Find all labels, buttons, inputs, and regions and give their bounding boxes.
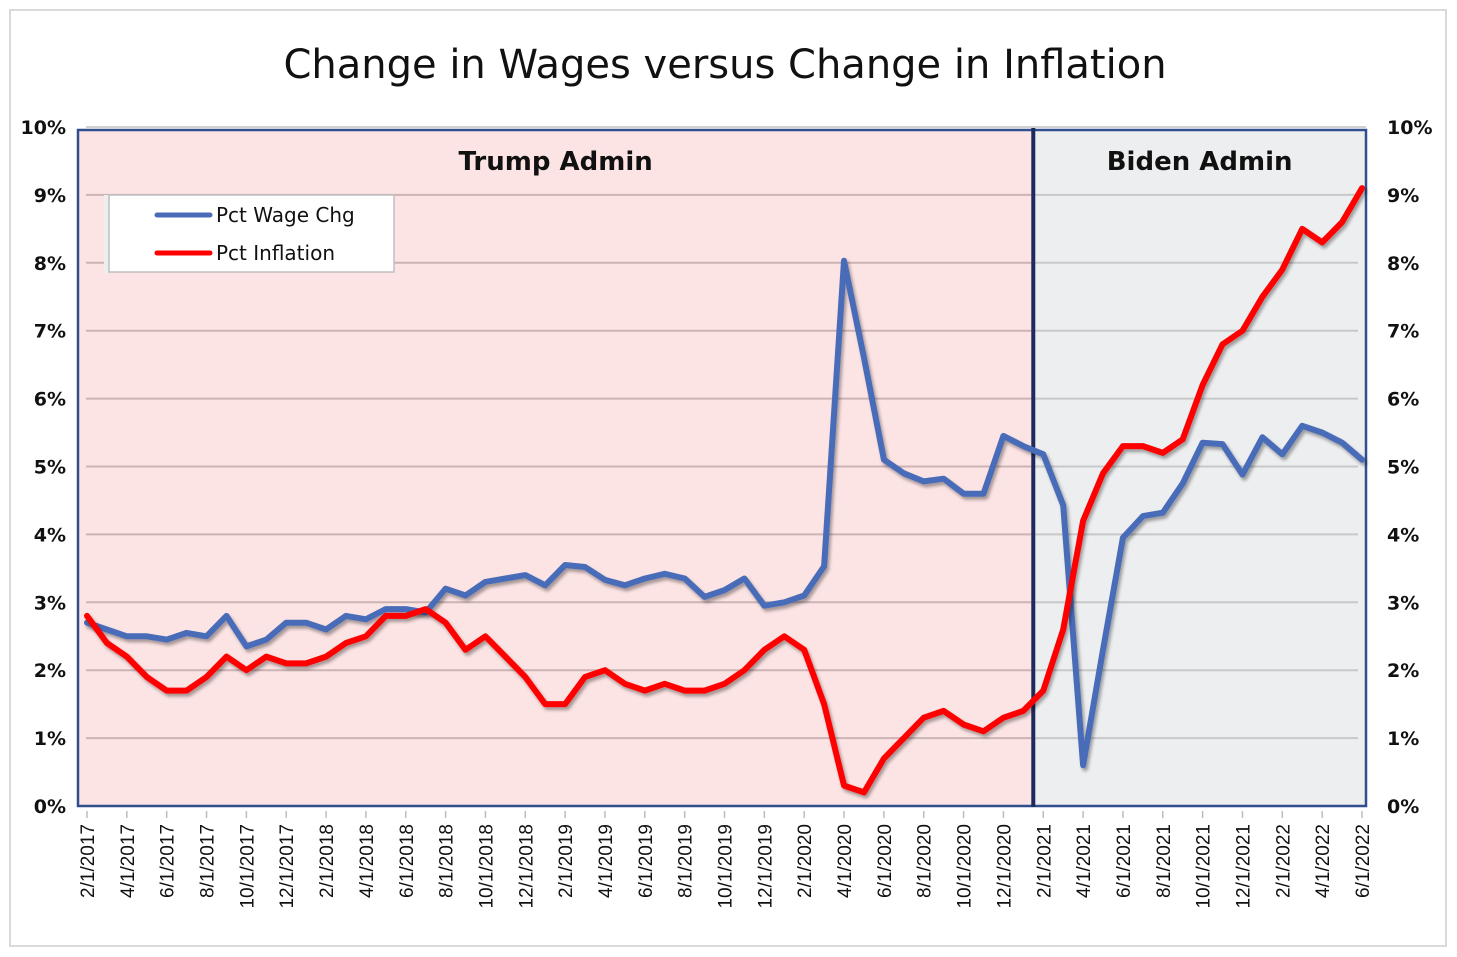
x-tick-label: 2/1/2019	[556, 824, 577, 898]
x-tick-label: 10/1/2018	[476, 824, 497, 909]
x-tick-label: 6/1/2019	[636, 824, 657, 898]
legend-label: Pct Inflation	[216, 241, 335, 265]
pct-wage-chg-line	[84, 257, 1365, 769]
y-tick-label-right: 3%	[1387, 592, 1419, 614]
x-tick-label: 8/1/2021	[1154, 824, 1175, 898]
y-tick-label-left: 8%	[34, 253, 66, 275]
region-label-biden: Biden Admin	[1107, 147, 1293, 177]
x-axis: 2/1/2017 4/1/2017 6/1/2017 8/1/2017 10/1/201…	[78, 811, 1374, 909]
y-axis-left: 0% 1% 2% 3% 4% 5% 6% 7% 8% 9% 10%	[21, 117, 66, 818]
x-tick-label: 8/1/2018	[437, 824, 458, 898]
y-tick-label-right: 5%	[1387, 457, 1419, 479]
legend-box	[108, 194, 395, 273]
x-tick-label: 4/1/2022	[1313, 824, 1334, 898]
x-tick-label: 6/1/2018	[397, 824, 418, 898]
y-tick-label-left: 6%	[34, 389, 66, 411]
y-axis-right: 0% 1% 2% 3% 4% 5% 6% 7% 8% 9% 10%	[1387, 117, 1432, 818]
y-tick-label-left: 1%	[34, 728, 66, 750]
x-tick-label: 2/1/2017	[78, 824, 99, 898]
x-tick-label: 2/1/2020	[795, 824, 816, 898]
x-tick-label: 2/1/2022	[1273, 824, 1294, 898]
y-tick-label-left: 0%	[34, 796, 66, 818]
x-tick-label: 2/1/2021	[1034, 824, 1055, 898]
y-tick-label-right: 1%	[1387, 728, 1419, 750]
x-tick-label: 10/1/2017	[237, 824, 258, 909]
series-layer	[84, 185, 1365, 796]
x-tick-label: 8/1/2019	[676, 824, 697, 898]
y-tick-label-left: 7%	[34, 321, 66, 343]
x-tick-label: 12/1/2021	[1233, 824, 1254, 909]
x-tick-label: 12/1/2017	[277, 824, 298, 909]
y-tick-label-right: 4%	[1387, 524, 1419, 546]
x-tick-label: 6/1/2022	[1353, 824, 1374, 898]
legend-shadow	[104, 195, 110, 273]
x-tick-label: 10/1/2019	[716, 824, 737, 909]
x-tick-label: 4/1/2021	[1074, 824, 1095, 898]
x-tick-label: 10/1/2020	[955, 824, 976, 909]
pct-inflation-line	[84, 185, 1365, 796]
region-biden	[1033, 130, 1366, 806]
x-tick-label: 4/1/2020	[835, 824, 856, 898]
y-tick-label-right: 6%	[1387, 389, 1419, 411]
y-tick-label-right: 8%	[1387, 253, 1419, 275]
y-tick-label-right: 7%	[1387, 321, 1419, 343]
x-tick-label: 4/1/2017	[118, 824, 139, 898]
x-tick-label: 12/1/2020	[994, 824, 1015, 909]
y-tick-label-left: 3%	[34, 592, 66, 614]
y-tick-label-right: 0%	[1387, 796, 1419, 818]
y-tick-label-left: 4%	[34, 524, 66, 546]
x-tick-label: 10/1/2021	[1194, 824, 1215, 909]
x-tick-label: 4/1/2019	[596, 824, 617, 898]
y-tick-label-right: 2%	[1387, 660, 1419, 682]
x-tick-label: 6/1/2020	[875, 824, 896, 898]
x-tick-label: 6/1/2021	[1114, 824, 1135, 898]
chart-title: Change in Wages versus Change in Inflati…	[283, 42, 1166, 88]
x-tick-label: 8/1/2020	[915, 824, 936, 898]
y-tick-label-left: 2%	[34, 660, 66, 682]
region-label-trump: Trump Admin	[459, 147, 653, 177]
y-tick-label-right: 10%	[1387, 117, 1432, 139]
legend-label: Pct Wage Chg	[216, 203, 355, 227]
x-tick-label: 12/1/2018	[516, 824, 537, 909]
y-tick-label-right: 9%	[1387, 185, 1419, 207]
x-tick-label: 6/1/2017	[158, 824, 179, 898]
x-tick-label: 8/1/2017	[198, 824, 219, 898]
x-tick-label: 12/1/2019	[755, 824, 776, 909]
x-tick-label: 2/1/2018	[317, 824, 338, 898]
plot-border	[76, 128, 1368, 808]
y-tick-label-left: 5%	[34, 457, 66, 479]
y-tick-label-left: 10%	[21, 117, 66, 139]
legend: Pct Wage Chg Pct Inflation	[104, 194, 395, 273]
y-tick-label-left: 9%	[34, 185, 66, 207]
region-borders: Trump Admin Biden Admin	[76, 128, 1368, 808]
x-tick-label: 4/1/2018	[357, 824, 378, 898]
